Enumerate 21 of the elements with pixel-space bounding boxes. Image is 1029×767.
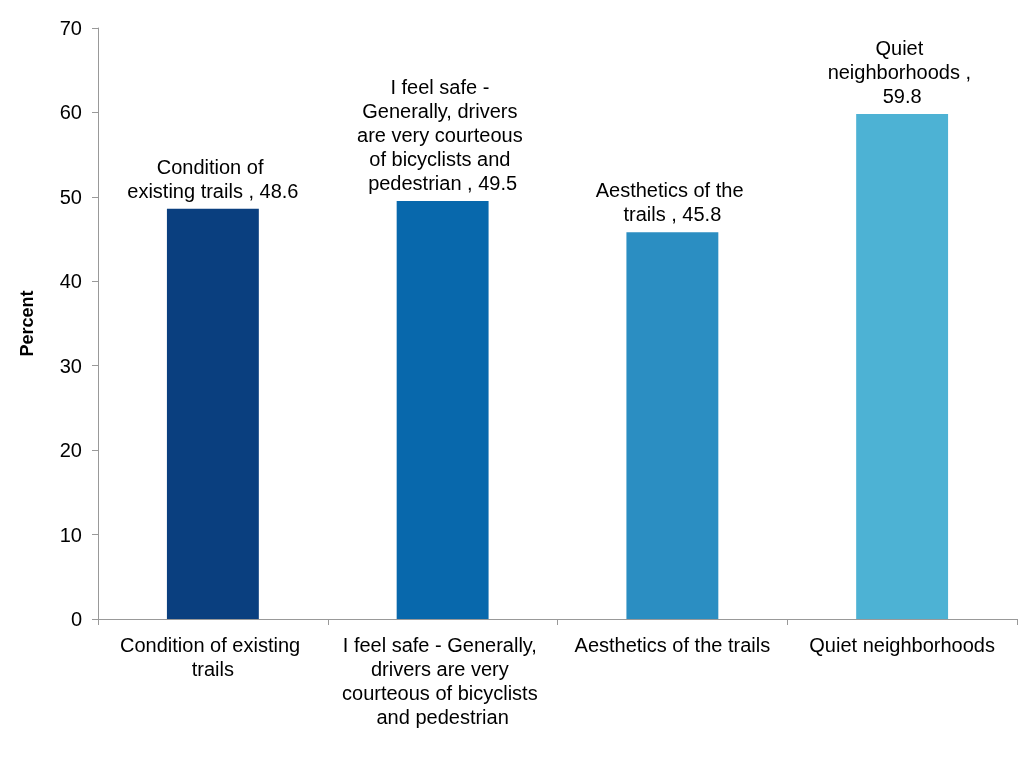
x-tick-label: Quiet neighborhoods: [809, 634, 995, 656]
y-tick-label: 0: [70, 608, 82, 630]
bar: [856, 114, 949, 619]
x-tick-label: Aesthetics of the trails: [574, 634, 771, 656]
data-label: I feel safe - Generally, drivers are very courteous of bicyclists and pedestrian , 49.5: [357, 76, 529, 195]
y-axis-title: Percent: [17, 290, 37, 357]
bar: [396, 201, 489, 619]
x-tick-label: I feel safe - Generally, drivers are very courteous of bicyclists and pedestrian: [342, 634, 544, 728]
x-tick-label: Condition of existing trails: [120, 634, 306, 680]
y-tick-label: 30: [59, 354, 82, 377]
y-tick-label: 20: [59, 439, 82, 462]
bar: [626, 232, 719, 619]
data-label: Condition of existing trails , 48.6: [127, 155, 299, 202]
bar: [166, 208, 259, 619]
y-tick-label: 40: [59, 270, 82, 293]
y-tick-label: 70: [59, 17, 82, 39]
y-tick-label: 10: [59, 523, 82, 546]
data-label: Aesthetics of the trails , 45.8: [595, 179, 750, 226]
data-label: Quiet neighborhoods , 59.8: [827, 37, 977, 108]
y-tick-label: 60: [59, 101, 82, 124]
y-tick-label: 50: [59, 185, 82, 208]
